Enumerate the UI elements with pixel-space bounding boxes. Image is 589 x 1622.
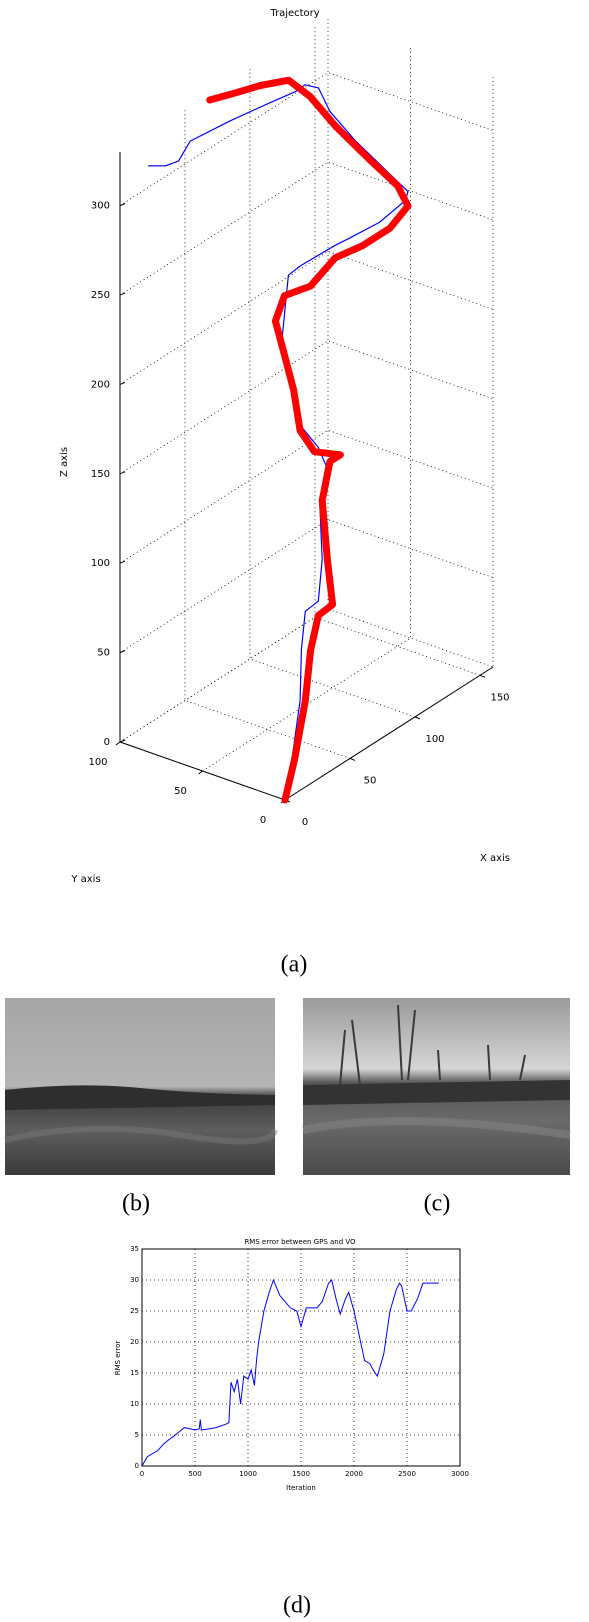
caption: (d) — [283, 1593, 311, 1619]
grid-line — [119, 250, 494, 385]
y-axis-label: RMS error — [114, 1341, 122, 1376]
grid-line — [314, 27, 481, 676]
grid-line — [202, 48, 411, 772]
trees — [339, 1004, 526, 1086]
photo — [5, 998, 275, 1175]
y-tick-label: 5 — [135, 1431, 139, 1439]
treeline — [303, 1080, 570, 1105]
grid-line — [119, 429, 494, 564]
grid-line — [119, 340, 494, 475]
z-tick-label: 50 — [97, 648, 110, 659]
z-tick-label: 100 — [91, 558, 110, 569]
y-tick-label: 35 — [130, 1245, 139, 1253]
grid-line — [284, 77, 494, 801]
y-tick-label: 10 — [130, 1400, 139, 1408]
treeline — [5, 1085, 275, 1110]
z-tick-label: 250 — [91, 290, 110, 301]
caption: (a) — [281, 952, 308, 978]
tick-mark — [119, 471, 126, 475]
terrain — [4, 1125, 278, 1145]
z-tick-label: 200 — [91, 379, 110, 390]
tick-mark — [349, 757, 356, 761]
grid-line — [119, 152, 286, 801]
x-tick-label: 150 — [490, 692, 509, 703]
grid-line — [119, 519, 494, 653]
x-tick-label: 50 — [364, 775, 377, 786]
y-tick-label: 0 — [260, 815, 266, 826]
y-tick-label: 20 — [130, 1338, 139, 1346]
terrain — [302, 1117, 571, 1139]
trajectory — [206, 76, 412, 804]
grid-line — [249, 68, 416, 718]
y-tick-label: 100 — [88, 757, 107, 768]
tick-mark — [119, 381, 126, 385]
z-tick-label: 0 — [104, 737, 110, 748]
y-tick-label: 30 — [130, 1276, 139, 1284]
tick-mark — [119, 292, 126, 296]
grid-line — [119, 19, 329, 743]
photo-c — [302, 998, 571, 1175]
line — [141, 1278, 439, 1467]
x-tick-label: 2500 — [398, 1470, 416, 1478]
tick-mark — [119, 739, 126, 743]
x-tick-label: 1500 — [292, 1470, 310, 1478]
trajectory — [148, 84, 409, 799]
z-tick-label: 150 — [91, 469, 110, 480]
caption: (b) — [122, 1191, 150, 1217]
photo-b — [4, 998, 278, 1175]
x-tick-label: 100 — [425, 734, 444, 745]
tick-mark — [479, 674, 486, 678]
x-tick-label: 0 — [302, 817, 308, 828]
tick-mark — [119, 203, 126, 207]
y-tick-label: 15 — [130, 1369, 139, 1377]
y-tick-label: 25 — [130, 1307, 139, 1315]
y-axis-label: Y axis — [70, 874, 100, 885]
x-axis-label: X axis — [480, 853, 510, 864]
chart-title: Trajectory — [269, 8, 319, 19]
y-tick-label: 0 — [135, 1462, 139, 1470]
tick-mark — [119, 560, 126, 564]
x-tick-label: 2000 — [345, 1470, 363, 1478]
z-axis-label: Z axis — [59, 447, 70, 477]
grid-line — [119, 161, 494, 296]
caption: (c) — [424, 1191, 451, 1217]
plot-frame — [141, 1248, 461, 1467]
grid-line — [184, 110, 351, 759]
x-tick-label: 500 — [188, 1470, 201, 1478]
x-axis-label: Iteration — [286, 1484, 316, 1492]
x-tick-label: 3000 — [451, 1470, 469, 1478]
y-tick-label: 50 — [174, 786, 187, 797]
x-tick-label: 0 — [140, 1470, 144, 1478]
tick-mark — [115, 741, 121, 746]
tick-mark — [198, 770, 203, 775]
x-tick-label: 1000 — [239, 1470, 257, 1478]
tick-mark — [119, 650, 126, 654]
tick-mark — [414, 716, 421, 720]
chart-title: RMS error between GPS and VO — [244, 1238, 356, 1246]
z-tick-label: 300 — [91, 201, 110, 212]
